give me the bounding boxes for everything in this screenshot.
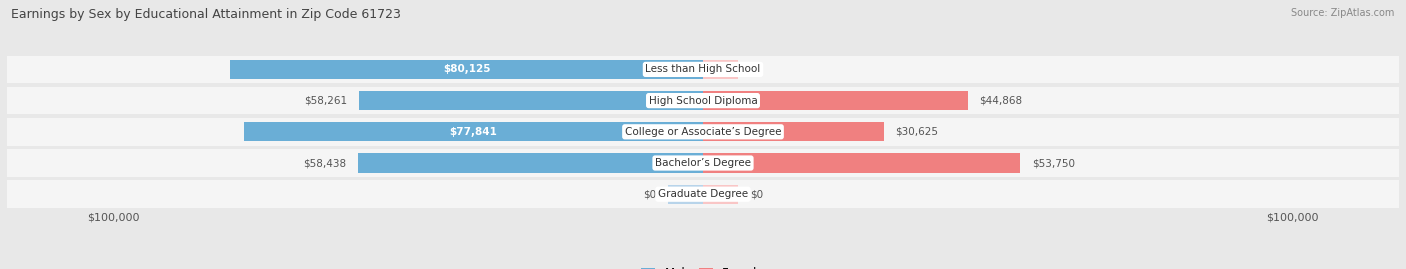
Text: College or Associate’s Degree: College or Associate’s Degree	[624, 127, 782, 137]
Text: Bachelor’s Degree: Bachelor’s Degree	[655, 158, 751, 168]
Bar	[703, 91, 967, 110]
Text: $0: $0	[643, 189, 655, 199]
Text: High School Diploma: High School Diploma	[648, 95, 758, 106]
Text: $0: $0	[751, 64, 763, 75]
Text: $53,750: $53,750	[1032, 158, 1074, 168]
Bar	[668, 185, 703, 204]
Text: $58,438: $58,438	[304, 158, 346, 168]
Legend: Male, Female: Male, Female	[637, 263, 769, 269]
Text: Less than High School: Less than High School	[645, 64, 761, 75]
Text: $44,868: $44,868	[980, 95, 1022, 106]
Bar	[7, 56, 1399, 83]
Bar	[7, 118, 1399, 146]
Bar	[243, 122, 703, 141]
Text: $80,125: $80,125	[443, 64, 491, 75]
Bar	[359, 153, 703, 173]
Bar	[360, 91, 703, 110]
Text: $58,261: $58,261	[305, 95, 347, 106]
Text: Graduate Degree: Graduate Degree	[658, 189, 748, 199]
Text: $77,841: $77,841	[450, 127, 498, 137]
Bar	[703, 60, 738, 79]
Bar	[703, 122, 883, 141]
Bar	[7, 180, 1399, 208]
Bar	[703, 185, 738, 204]
Text: $0: $0	[751, 189, 763, 199]
Text: Source: ZipAtlas.com: Source: ZipAtlas.com	[1291, 8, 1395, 18]
Bar	[7, 149, 1399, 177]
Text: Earnings by Sex by Educational Attainment in Zip Code 61723: Earnings by Sex by Educational Attainmen…	[11, 8, 401, 21]
Bar	[231, 60, 703, 79]
Text: $30,625: $30,625	[896, 127, 938, 137]
Bar	[7, 87, 1399, 114]
Bar	[703, 153, 1019, 173]
